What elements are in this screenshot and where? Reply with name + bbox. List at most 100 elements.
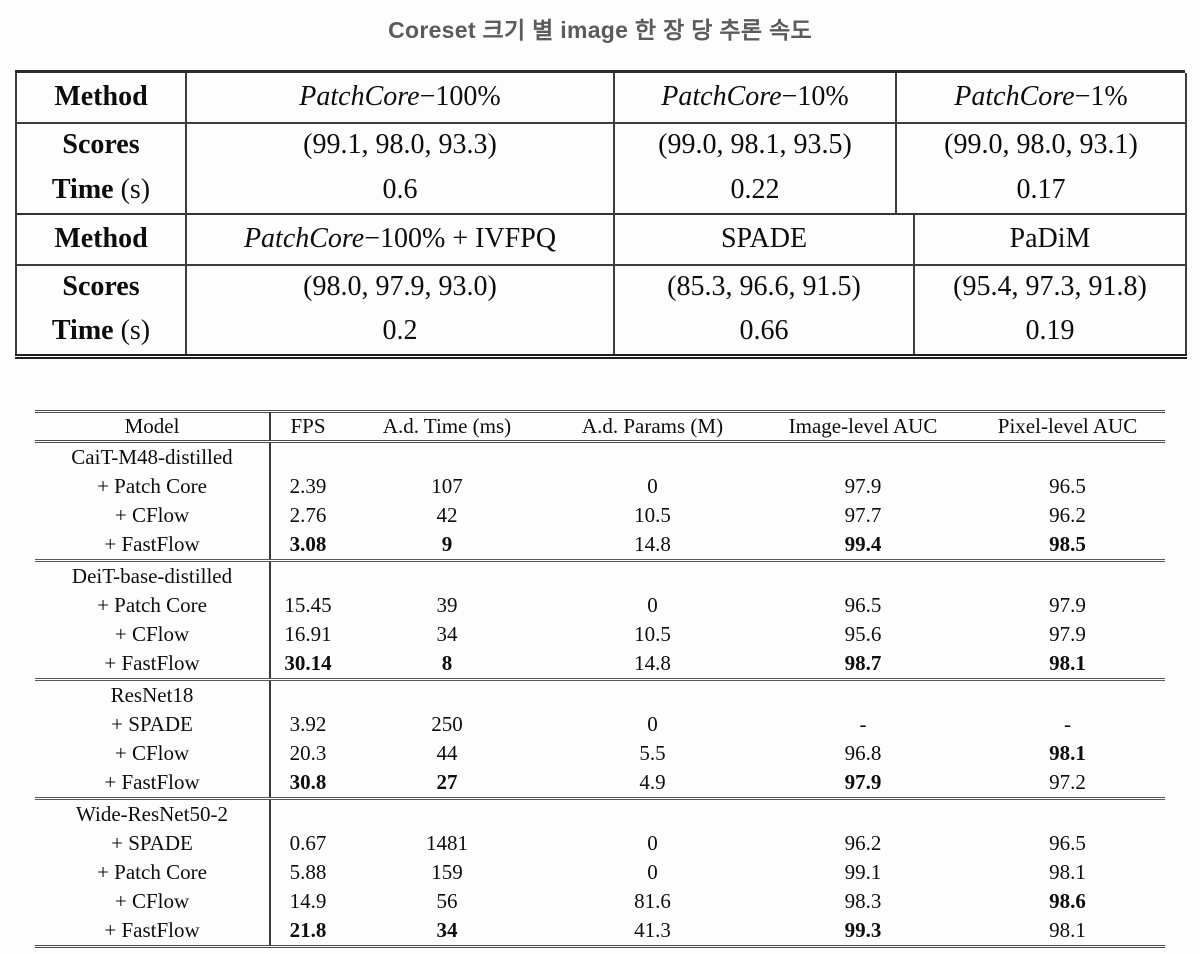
value-cell: 0	[647, 593, 658, 617]
time-cell: 0.66	[613, 309, 914, 357]
value-cell: 98.7	[844, 651, 882, 675]
value-cell: 97.9	[1049, 593, 1086, 617]
empty-cell	[756, 678, 970, 710]
method-name: PatchCore	[954, 81, 1075, 113]
empty-cell	[270, 559, 345, 591]
scores-row: Scores (99.1, 98.0, 93.3) (99.0, 98.1, 9…	[15, 123, 1187, 167]
empty-cell	[549, 440, 756, 472]
time-label: Time	[51, 315, 114, 347]
value-cell: 98.1	[1049, 918, 1086, 942]
method-cell: PatchCore−100% + IVFPQ	[185, 215, 614, 266]
table-row-patch-core: + Patch Core 15.45 39 0 96.5 97.9	[35, 591, 1165, 620]
table-row-spade: + SPADE 0.67 1481 0 96.2 96.5	[35, 829, 1165, 858]
method-variant-label: + FastFlow	[35, 916, 271, 947]
method-variant-label: + Patch Core	[35, 472, 271, 501]
value-cell: 44	[436, 741, 458, 765]
value-cell: 96.2	[844, 831, 882, 855]
time-cell: 0.19	[913, 309, 1187, 357]
empty-cell	[756, 797, 970, 829]
value-cell: 81.6	[634, 889, 671, 913]
time-unit: (s)	[113, 173, 151, 205]
benchmark-header-row: Model FPS A.d. Time (ms) A.d. Params (M) Ima…	[35, 411, 1165, 443]
scores-cell: (98.0, 97.9, 93.0)	[185, 265, 614, 309]
table-row-cflow: + CFlow 2.76 42 10.5 97.7 96.2	[35, 501, 1165, 530]
value-cell: 20.3	[289, 741, 327, 765]
method-cell: PatchCore−1%	[895, 73, 1187, 124]
table-row-patch-core: + Patch Core 2.39 107 0 97.9 96.5	[35, 472, 1165, 501]
value-cell: 250	[431, 712, 463, 736]
row-label-method: Method	[15, 73, 186, 124]
value-cell: 98.5	[1049, 532, 1086, 556]
value-cell: 97.7	[844, 503, 882, 527]
value-cell: 98.1	[1049, 860, 1086, 884]
time-unit: (s)	[113, 315, 151, 347]
value-cell: 0	[647, 860, 658, 884]
row-label-scores: Scores	[15, 123, 186, 167]
value-cell: 97.9	[844, 474, 882, 498]
value-cell: 8	[441, 651, 453, 675]
method-variant-label: + CFlow	[35, 739, 271, 768]
value-cell: 34	[436, 918, 458, 942]
value-cell: 10.5	[634, 503, 671, 527]
empty-cell	[970, 678, 1165, 710]
page-title: Coreset 크기 별 image 한 장 당 추론 속도	[388, 17, 812, 43]
column-header-image-level-auc: Image-level AUC	[756, 411, 970, 443]
method-cell: SPADE	[613, 215, 914, 266]
empty-cell	[756, 440, 970, 472]
value-cell: 9	[441, 532, 453, 556]
value-cell: 96.8	[844, 741, 882, 765]
empty-cell	[756, 559, 970, 591]
scores-row: Scores (98.0, 97.9, 93.0) (85.3, 96.6, 9…	[15, 265, 1187, 309]
method-variant-label: + FastFlow	[35, 649, 271, 680]
method-variant-label: + CFlow	[35, 501, 271, 530]
method-suffix: −10%	[781, 81, 849, 113]
empty-cell	[970, 559, 1165, 591]
method-suffix: −100%	[419, 81, 501, 113]
method-suffix: PaDiM	[1009, 223, 1091, 255]
value-cell: 30.8	[289, 770, 327, 794]
empty-cell	[345, 678, 549, 710]
table-row-cflow: + CFlow 16.91 34 10.5 95.6 97.9	[35, 620, 1165, 649]
value-cell: 0	[647, 474, 658, 498]
group-row-resnet18: ResNet18	[35, 678, 1165, 710]
backbone-name: ResNet18	[35, 678, 271, 710]
value-cell: 21.8	[289, 918, 327, 942]
value-cell: 98.6	[1049, 889, 1086, 913]
value-cell: 2.76	[289, 503, 327, 527]
table-row-fastflow: + FastFlow 21.8 34 41.3 99.3 98.1	[35, 916, 1165, 947]
scores-cell: (99.0, 98.1, 93.5)	[613, 123, 896, 167]
row-label-method: Method	[15, 215, 186, 266]
row-label-scores: Scores	[15, 265, 186, 309]
speed-table-method-comparison: Method PatchCore−100% + IVFPQ SPADE PaDi…	[15, 215, 1187, 359]
value-cell: 3.08	[289, 532, 327, 556]
table-row-spade: + SPADE 3.92 250 0 - -	[35, 710, 1165, 739]
value-cell: 10.5	[634, 622, 671, 646]
value-cell: 41.3	[634, 918, 671, 942]
method-variant-label: + FastFlow	[35, 530, 271, 561]
column-header-model: Model	[35, 411, 271, 443]
time-label: Time	[51, 173, 114, 205]
time-cell: 0.2	[185, 309, 614, 357]
value-cell: 0	[647, 831, 658, 855]
value-cell: 2.39	[289, 474, 327, 498]
scores-cell: (85.3, 96.6, 91.5)	[613, 265, 914, 309]
method-name: PatchCore	[299, 81, 420, 113]
value-cell: 98.1	[1049, 651, 1086, 675]
value-cell: 27	[436, 770, 458, 794]
value-cell: 15.45	[284, 593, 332, 617]
time-cell: 0.17	[895, 167, 1187, 214]
value-cell: 98.3	[844, 889, 882, 913]
method-cell: PaDiM	[913, 215, 1187, 266]
empty-cell	[970, 440, 1165, 472]
scores-cell: (99.1, 98.0, 93.3)	[185, 123, 614, 167]
backbone-name: CaiT-M48-distilled	[35, 440, 271, 472]
value-cell: 1481	[426, 831, 468, 855]
value-cell: 56	[436, 889, 458, 913]
time-row: Time (s) 0.2 0.66 0.19	[15, 309, 1187, 357]
time-cell: 0.22	[613, 167, 896, 214]
value-cell: 16.91	[284, 622, 332, 646]
table-row-fastflow: + FastFlow 3.08 9 14.8 99.4 98.5	[35, 530, 1165, 561]
value-cell: 0	[647, 712, 658, 736]
table-row-patch-core: + Patch Core 5.88 159 0 99.1 98.1	[35, 858, 1165, 887]
